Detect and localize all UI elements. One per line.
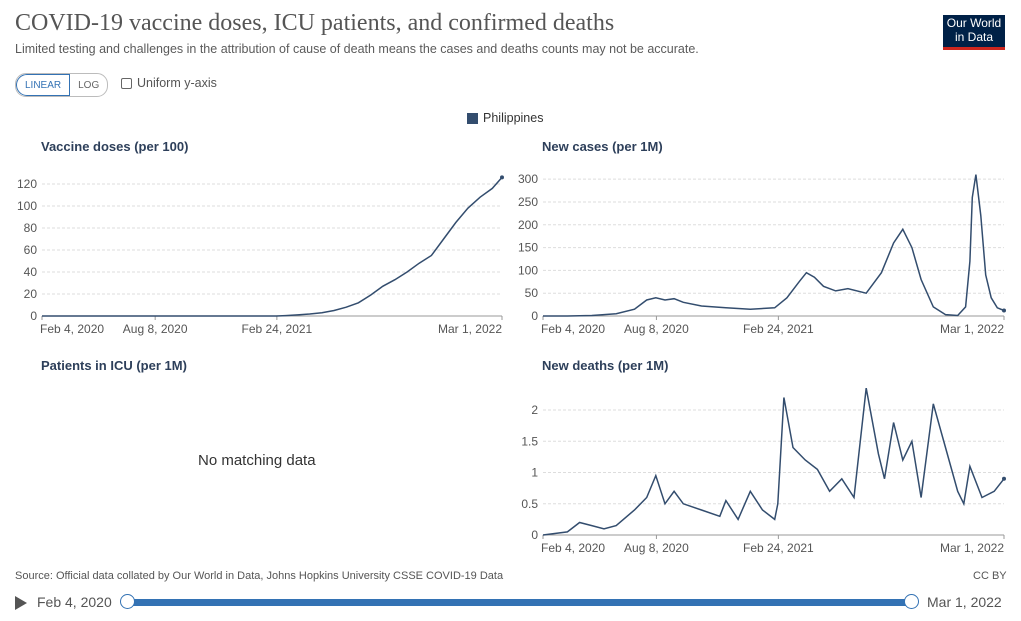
x-tick-label: Mar 1, 2022 <box>438 322 502 336</box>
x-tick-label: Feb 4, 2020 <box>40 322 104 336</box>
x-tick-label: Mar 1, 2022 <box>940 322 1004 336</box>
uniform-label: Uniform y-axis <box>137 76 217 90</box>
y-tick-label: 0 <box>30 309 37 323</box>
timeline[interactable]: Feb 4, 2020 Mar 1, 2022 <box>15 592 1015 614</box>
timeline-end-handle[interactable] <box>904 594 919 609</box>
new-deaths-chart: New deaths (per 1M) 0 0.5 1 1.5 2 Feb 4, 2020 A… <box>521 358 1006 555</box>
owid-logo[interactable]: Our World in Data <box>943 15 1005 50</box>
series-line <box>543 174 1005 317</box>
y-tick-label: 60 <box>24 243 38 257</box>
chart-title: New cases (per 1M) <box>542 139 663 154</box>
x-tick-label: Aug 8, 2020 <box>123 322 188 336</box>
y-tick-label: 100 <box>17 199 37 213</box>
log-button[interactable]: LOG <box>78 79 100 91</box>
y-tick-label: 250 <box>518 195 538 209</box>
timeline-track[interactable] <box>131 599 911 606</box>
checkbox-icon[interactable] <box>121 77 132 89</box>
legend[interactable]: Philippines <box>467 111 543 125</box>
y-tick-label: 150 <box>518 241 538 255</box>
play-icon[interactable] <box>15 596 27 610</box>
chart-title: Vaccine doses (per 100) <box>41 139 188 154</box>
scale-toggle[interactable]: LINEAR LOG <box>15 73 109 97</box>
license-link[interactable]: CC BY <box>973 570 1007 582</box>
y-tick-label: 80 <box>24 221 38 235</box>
series-line <box>42 176 503 317</box>
icu-patients-chart: Patients in ICU (per 1M) <box>41 358 187 373</box>
no-data-message: No matching data <box>198 452 316 469</box>
y-tick-label: 0 <box>531 309 538 323</box>
series-line <box>542 387 1005 536</box>
chart-title: New deaths (per 1M) <box>542 358 668 373</box>
x-tick-label: Aug 8, 2020 <box>624 541 689 555</box>
y-tick-label: 300 <box>518 172 538 186</box>
series-end-point <box>1002 308 1006 313</box>
x-tick-label: Feb 4, 2020 <box>541 322 605 336</box>
x-tick-label: Aug 8, 2020 <box>624 322 689 336</box>
series-end-point <box>500 175 504 180</box>
y-tick-label: 50 <box>525 286 539 300</box>
uniform-y-axis-toggle[interactable]: Uniform y-axis <box>121 76 217 90</box>
x-tick-label: Feb 24, 2021 <box>743 541 814 555</box>
timeline-end-label: Mar 1, 2022 <box>927 594 1002 610</box>
legend-label: Philippines <box>483 111 544 125</box>
timeline-start-label: Feb 4, 2020 <box>37 594 112 610</box>
x-tick-label: Feb 4, 2020 <box>541 541 605 555</box>
series-end-point <box>1002 476 1006 481</box>
source-note: Source: Official data collated by Our Wo… <box>15 570 504 582</box>
linear-button[interactable]: LINEAR <box>16 74 71 96</box>
vaccine-doses-chart: Vaccine doses (per 100) 0 20 40 60 80 100 120 Fe… <box>17 139 504 336</box>
chart-title: COVID-19 vaccine doses, ICU patients, an… <box>15 10 615 36</box>
y-tick-label: 0 <box>531 528 538 542</box>
y-tick-label: 20 <box>24 287 38 301</box>
logo-line2: in Data <box>954 30 994 44</box>
x-tick-label: Mar 1, 2022 <box>940 541 1004 555</box>
x-tick-label: Feb 24, 2021 <box>242 322 313 336</box>
y-tick-label: 120 <box>17 177 37 191</box>
x-tick-label: Feb 24, 2021 <box>743 322 814 336</box>
new-cases-chart: New cases (per 1M) 0 50 100 150 200 250 300 Feb … <box>518 139 1006 336</box>
y-tick-label: 100 <box>518 263 538 277</box>
y-tick-label: 2 <box>531 403 538 417</box>
timeline-start-handle[interactable] <box>120 594 135 609</box>
y-tick-label: 1 <box>531 466 538 480</box>
chart-subtitle: Limited testing and challenges in the at… <box>15 42 699 56</box>
legend-swatch <box>467 112 478 124</box>
logo-line1: Our World <box>946 16 1002 30</box>
y-tick-label: 0.5 <box>521 497 538 511</box>
chart-title: Patients in ICU (per 1M) <box>41 358 187 373</box>
y-tick-label: 200 <box>518 218 538 232</box>
y-tick-label: 40 <box>24 265 38 279</box>
y-tick-label: 1.5 <box>521 434 538 448</box>
